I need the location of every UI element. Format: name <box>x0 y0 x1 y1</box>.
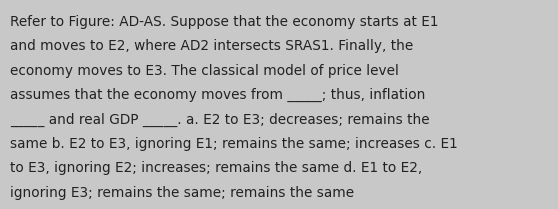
Text: economy moves to E3. The classical model of price level: economy moves to E3. The classical model… <box>10 64 399 78</box>
Text: to E3, ignoring E2; increases; remains the same d. E1 to E2,: to E3, ignoring E2; increases; remains t… <box>10 161 422 175</box>
Text: and moves to E2, where AD2 intersects SRAS1. Finally, the: and moves to E2, where AD2 intersects SR… <box>10 39 413 53</box>
Text: _____ and real GDP _____. a. E2 to E3; decreases; remains the: _____ and real GDP _____. a. E2 to E3; d… <box>10 112 430 127</box>
Text: Refer to Figure: AD-AS. Suppose that the economy starts at E1: Refer to Figure: AD-AS. Suppose that the… <box>10 15 439 29</box>
Text: same b. E2 to E3, ignoring E1; remains the same; increases c. E1: same b. E2 to E3, ignoring E1; remains t… <box>10 137 458 151</box>
Text: assumes that the economy moves from _____; thus, inflation: assumes that the economy moves from ____… <box>10 88 425 102</box>
Text: ignoring E3; remains the same; remains the same: ignoring E3; remains the same; remains t… <box>10 186 354 200</box>
